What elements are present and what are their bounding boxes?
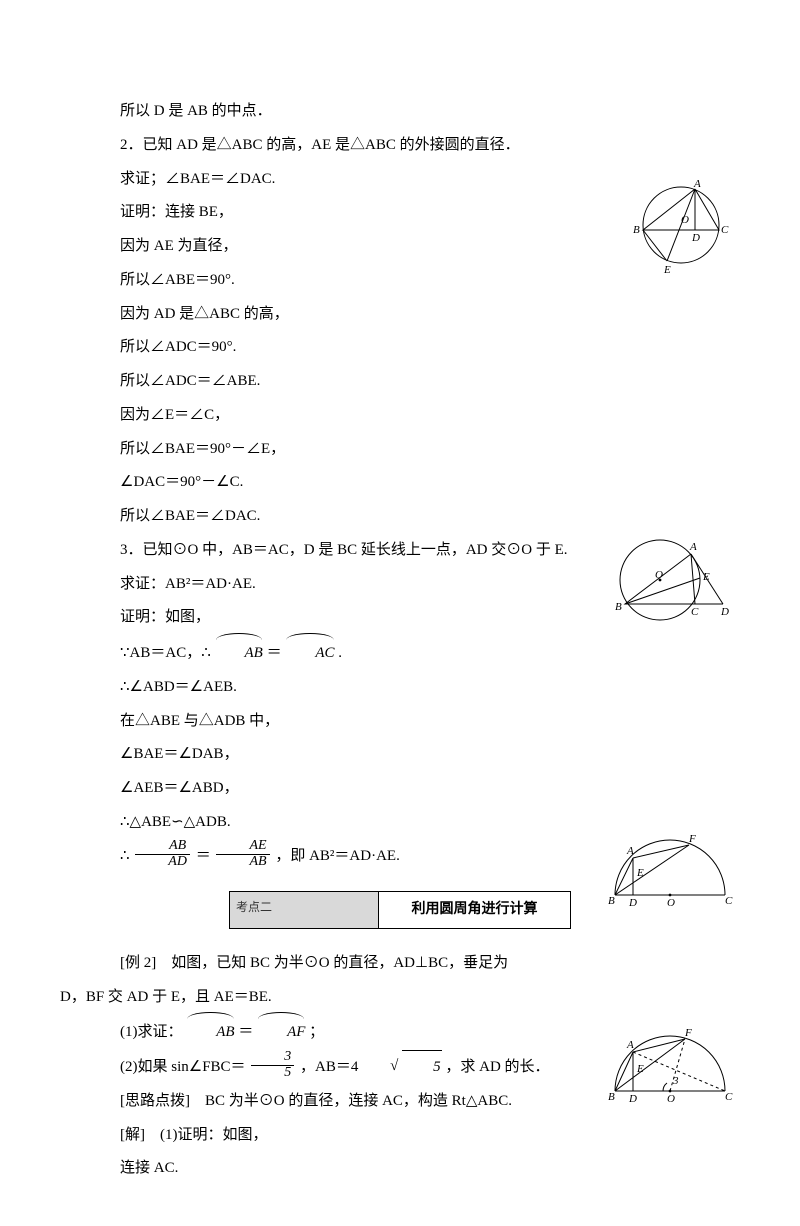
arc-ab: AB bbox=[186, 1014, 234, 1050]
text-line: 在△ABE 与△ADB 中， bbox=[90, 705, 710, 739]
label-A: A bbox=[693, 178, 701, 190]
label-C: C bbox=[691, 606, 699, 618]
text-line: 所以∠ADC＝90°. bbox=[90, 331, 710, 365]
text: ； bbox=[309, 1024, 324, 1040]
arc-ab: AB bbox=[215, 635, 263, 671]
text-line-arc-eq: ∵AB＝AC，∴ AB ＝ AC . bbox=[90, 635, 710, 671]
text: ＝ bbox=[238, 1024, 253, 1040]
label-A: A bbox=[689, 541, 697, 553]
text-line: 所以∠ADC＝∠ABE. bbox=[90, 365, 710, 399]
text: ∴ bbox=[120, 848, 130, 864]
figure-circle-isoceles-secant: A B C D E O bbox=[605, 528, 735, 633]
label-B: B bbox=[633, 224, 640, 236]
arc-af: AF bbox=[257, 1014, 305, 1050]
label-F: F bbox=[684, 1027, 692, 1039]
text: ＝ bbox=[196, 848, 211, 864]
text-line: 证明：连接 BE， bbox=[90, 196, 710, 230]
label-D: D bbox=[628, 1093, 637, 1105]
label-O: O bbox=[667, 897, 675, 909]
text-line: D，BF 交 AD 于 E，且 AE＝BE. bbox=[60, 981, 710, 1015]
text-line: 因为∠E＝∠C， bbox=[90, 399, 710, 433]
label-angle3: 3 bbox=[672, 1075, 679, 1087]
text-line: 所以 D 是 AB 的中点． bbox=[90, 95, 710, 129]
label-B: B bbox=[608, 895, 615, 907]
text-line: 因为 AE 为直径， bbox=[90, 230, 710, 264]
label-B: B bbox=[615, 601, 622, 613]
label-E: E bbox=[636, 867, 644, 879]
text: ＝ bbox=[267, 645, 282, 661]
text: ，即 AB²＝AD·AE. bbox=[275, 848, 400, 864]
text-line: ∴∠ABD＝∠AEB. bbox=[90, 671, 710, 705]
fraction-3-5: 3 5 bbox=[251, 1050, 294, 1080]
fraction-ae-ab: AE AB bbox=[216, 839, 269, 869]
label-F: F bbox=[688, 833, 696, 845]
figure-semicircle-bf: A B C D E F O bbox=[605, 830, 735, 910]
section-heading-bar: 考点二 利用圆周角进行计算 bbox=[229, 891, 571, 929]
label-O: O bbox=[667, 1093, 675, 1105]
label-A: A bbox=[626, 1039, 634, 1051]
figure-circle-triangle-altitude: A B C D E O bbox=[625, 175, 735, 280]
label-C: C bbox=[725, 1091, 733, 1103]
figure-semicircle-bf-ac: A B C D E F O 3 bbox=[605, 1026, 735, 1108]
sqrt-5: 5 bbox=[362, 1050, 442, 1085]
label-E: E bbox=[663, 264, 671, 276]
section-index: 考点二 bbox=[230, 892, 379, 928]
text-line: 所以∠ABE＝90°. bbox=[90, 264, 710, 298]
text: ∵AB＝AC，∴ bbox=[120, 645, 211, 661]
text-line: 求证；∠BAE＝∠DAC. bbox=[90, 163, 710, 197]
label-E: E bbox=[702, 571, 710, 583]
text-line: ∠AEB＝∠ABD， bbox=[90, 772, 710, 806]
text: ，AB＝4 bbox=[300, 1059, 358, 1075]
text-line: 所以∠BAE＝90°－∠E， bbox=[90, 433, 710, 467]
text-line: 2．已知 AD 是△ABC 的高，AE 是△ABC 的外接圆的直径． bbox=[90, 129, 710, 163]
text-line: 连接 AC. bbox=[90, 1152, 710, 1186]
text-line: ∠DAC＝90°－∠C. bbox=[90, 466, 710, 500]
text: (2)如果 sin∠FBC＝ bbox=[120, 1059, 246, 1075]
text: (1)求证： bbox=[120, 1024, 183, 1040]
text: . bbox=[338, 645, 342, 661]
label-D: D bbox=[720, 606, 729, 618]
label-E: E bbox=[636, 1063, 644, 1075]
text: ，求 AD 的长． bbox=[445, 1059, 549, 1075]
section-title: 利用圆周角进行计算 bbox=[379, 892, 570, 928]
label-D: D bbox=[691, 232, 700, 244]
text-line: ∠BAE＝∠DAB， bbox=[90, 738, 710, 772]
label-D: D bbox=[628, 897, 637, 909]
arc-ac: AC bbox=[285, 635, 334, 671]
text-line: 因为 AD 是△ABC 的高， bbox=[90, 298, 710, 332]
label-C: C bbox=[725, 895, 733, 907]
text-line: [解] (1)证明：如图， bbox=[90, 1119, 710, 1153]
label-O: O bbox=[681, 214, 689, 226]
label-A: A bbox=[626, 845, 634, 857]
label-C: C bbox=[721, 224, 729, 236]
label-O: O bbox=[655, 569, 663, 581]
fraction-ab-ad: AB AD bbox=[135, 839, 190, 869]
text-line: [例 2] 如图，已知 BC 为半⊙O 的直径，AD⊥BC，垂足为 bbox=[90, 947, 710, 981]
label-B: B bbox=[608, 1091, 615, 1103]
